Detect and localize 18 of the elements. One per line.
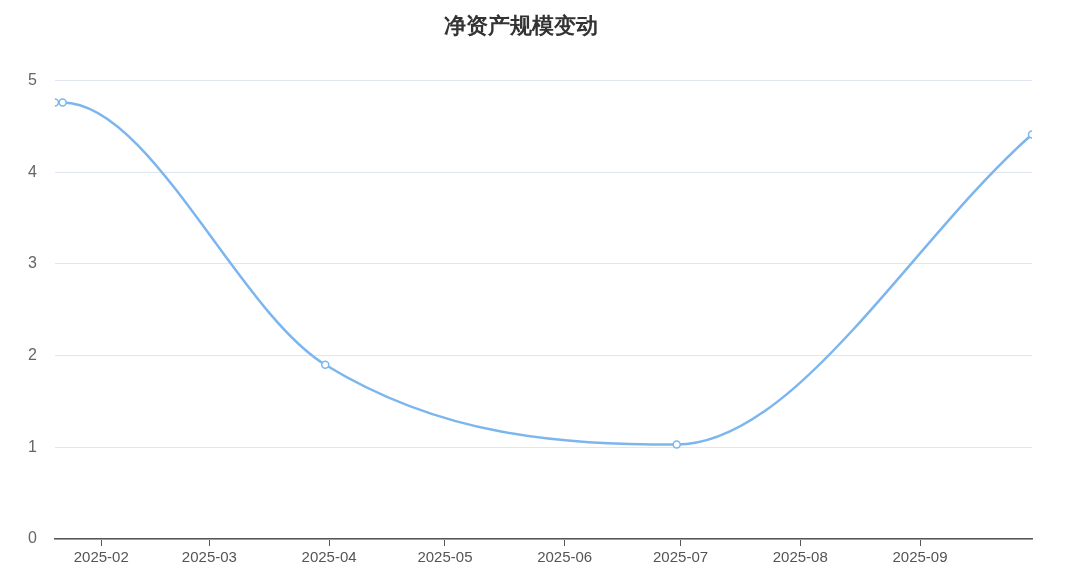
x-tick-label: 2025-03 [181,548,237,566]
y-tick-label: 2 [27,345,37,363]
x-tick-label: 2025-06 [537,548,593,566]
x-tick-label: 2025-05 [417,548,473,566]
y-tick-label: 1 [27,437,37,455]
point [672,440,681,449]
chart-title: 净资产规模变动 [444,12,598,38]
x-tick-label: 2025-07 [653,548,709,566]
x-tick-label: 2025-02 [73,548,129,566]
point [320,360,330,369]
y-tick-label: 0 [27,529,37,547]
y-tick-label: 4 [27,162,37,180]
point [58,98,67,107]
y-tick-label: 5 [27,70,37,88]
x-tick-label: 2025-09 [892,548,948,566]
y-tick-label: 3 [27,254,37,272]
x-tick-label: 2025-04 [301,548,357,566]
x-tick-label: 2025-08 [772,548,828,566]
